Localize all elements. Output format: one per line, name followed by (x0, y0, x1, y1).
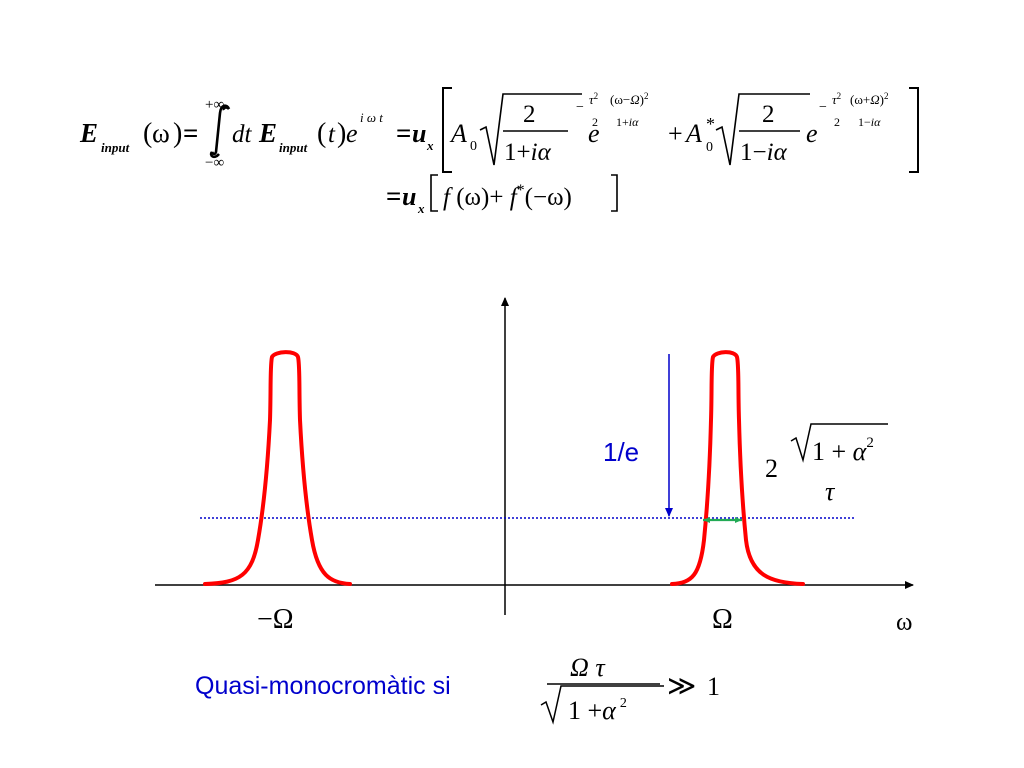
eq-den-1: 1+iα (504, 139, 552, 166)
eq-exp1-num: (ω−Ω)2 (610, 91, 649, 107)
fourier-equation: E input ( ω ) = +∞ −∞ dt E input ( t ) e… (79, 87, 919, 216)
sqrt-1 (479, 93, 582, 166)
eq-upper-limit: +∞ (205, 97, 224, 113)
eq-exp2-den: 1−iα (858, 115, 881, 129)
eq-E-integrand: E (258, 118, 277, 148)
one-over-e-label: 1/e (603, 437, 639, 467)
width-sqrt-content: 1 + α2 (812, 435, 874, 466)
eq-A-sub-1: 0 (470, 139, 477, 154)
bracket-left-2 (430, 174, 438, 212)
width-sqrt (790, 423, 888, 463)
eq-exp1-tau: τ2 (589, 91, 598, 107)
eq-x-sub-2: x (417, 201, 425, 216)
eq-plus-mid: + (668, 119, 683, 148)
width-prefix-2: 2 (765, 454, 778, 483)
eq-u-2: u (402, 182, 416, 211)
width-tau: τ (825, 477, 836, 506)
sqrt-2 (715, 93, 810, 166)
eq-paren-close-2: ) (337, 118, 346, 149)
eq-A-2: A (684, 119, 702, 148)
eq-e-2: e (806, 119, 818, 148)
eq-u-1: u (412, 119, 426, 148)
peak-minus-omega (203, 350, 352, 586)
eq-paren-open-2: ( (317, 118, 326, 149)
eq-exp2-tau: τ2 (832, 91, 841, 107)
eq-paren-close-1: ) (173, 118, 182, 149)
eq-E-lhs: E (79, 118, 98, 148)
bracket-left (442, 87, 452, 173)
eq-lower-limit: −∞ (205, 155, 224, 171)
eq-equals-1: = (183, 118, 198, 148)
eq-equals-3: = (386, 181, 401, 211)
eq-omega-lhs: ω (152, 118, 170, 148)
eq-A-1: A (449, 119, 467, 148)
eq-t: t (328, 121, 336, 148)
eq-2-num-2: 2 (762, 101, 775, 128)
eq-paren-open-1: ( (143, 118, 152, 149)
eq-line2: f (ω)+ f*(−ω) (443, 182, 572, 211)
eq-exp1-2: 2 (592, 115, 598, 129)
eq-exp1-den: 1+iα (616, 115, 639, 129)
eq-input-sub-lhs: input (101, 140, 130, 155)
condition-gg: ≫ (667, 671, 696, 702)
eq-exp-iwt: i ω t (360, 110, 383, 125)
eq-exp2-num: (ω+Ω)2 (850, 91, 889, 107)
eq-exp1-minus: − (576, 100, 584, 115)
eq-A-star: * (706, 114, 715, 134)
eq-equals-2: = (396, 118, 411, 148)
eq-e-exp: e (346, 119, 358, 148)
condition-denominator: 1 +α 2 (568, 696, 627, 725)
eq-A-sub-2: 0 (706, 140, 713, 155)
eq-x-sub-1: x (426, 138, 434, 153)
condition-numerator: Ω τ (570, 653, 606, 682)
eq-exp2-2: 2 (834, 115, 840, 129)
bracket-right-2 (611, 174, 618, 212)
integral-sign (209, 104, 231, 159)
eq-dt: dt (232, 121, 253, 148)
eq-den-2: 1−iα (740, 139, 788, 166)
eq-input-sub-integrand: input (279, 140, 308, 155)
bracket-right (909, 87, 919, 173)
eq-exp2-minus: − (819, 100, 827, 115)
spectrum-diagram: 1/e 2 1 + α2 τ −Ω Ω ω Quasi-monocromàtic… (155, 297, 914, 725)
peak-plus-omega (670, 350, 805, 586)
label-minus-omega: −Ω (257, 604, 294, 635)
eq-2-num-1: 2 (523, 101, 536, 128)
eq-e-1: e (588, 119, 600, 148)
condition-rhs: 1 (707, 672, 720, 701)
label-frequency-omega: ω (896, 609, 912, 636)
condition-text: Quasi-monocromàtic si (195, 672, 451, 700)
condition-sqrt (540, 685, 664, 725)
label-omega: Ω (712, 604, 733, 635)
